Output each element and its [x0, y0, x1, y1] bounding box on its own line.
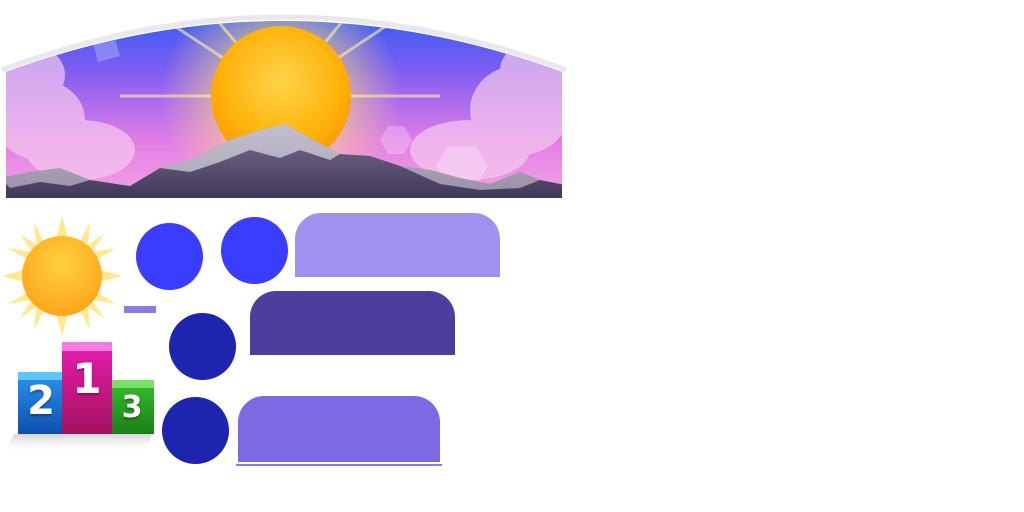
podium-icon: 2 1 3 [0, 338, 160, 458]
panel-light[interactable] [295, 213, 500, 277]
podium-third-label: 3 [121, 390, 143, 425]
circle-button-3[interactable] [169, 313, 236, 380]
podium-first-label: 1 [72, 354, 102, 403]
circle-button-1[interactable] [136, 223, 203, 290]
podium-second-label: 2 [27, 378, 55, 424]
panel-dark[interactable] [250, 291, 455, 355]
sun-icon [2, 216, 122, 336]
panel-medium[interactable] [238, 396, 440, 462]
circle-button-4[interactable] [162, 397, 229, 464]
sunrise-banner [1, 14, 567, 198]
small-dash [124, 306, 156, 313]
circle-button-2[interactable] [221, 217, 288, 284]
